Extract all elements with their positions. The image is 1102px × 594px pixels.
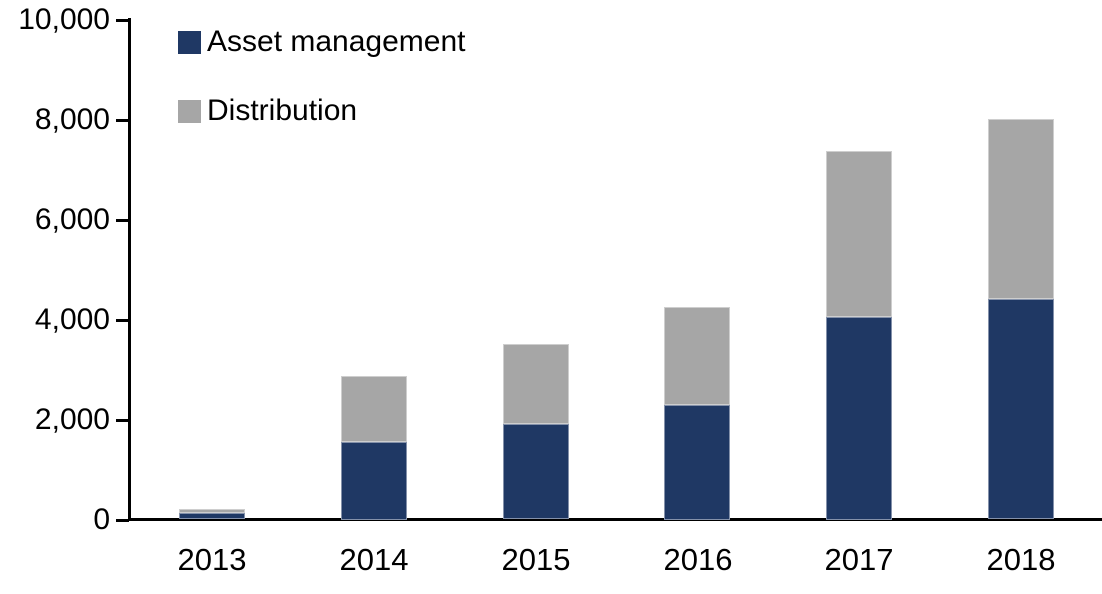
y-axis: [128, 18, 131, 521]
legend-label-distribution: Distribution: [207, 94, 358, 127]
bar-group-2018: [988, 119, 1054, 519]
x-axis-tick-label: 2016: [663, 542, 733, 577]
y-axis-tick-label: 6,000: [34, 203, 110, 236]
bar-segment-distribution: [341, 376, 407, 442]
bar-segment-distribution: [826, 151, 892, 317]
bar-segment-asset-management: [179, 513, 245, 519]
bar-segment-distribution: [179, 509, 245, 513]
y-axis-tick-mark: [116, 19, 129, 22]
y-axis-tick-mark: [116, 219, 129, 222]
bar-group-2016: [664, 307, 730, 520]
bar-segment-distribution: [664, 307, 730, 405]
bar-segment-distribution: [988, 119, 1054, 299]
bar-group-2014: [341, 376, 407, 520]
x-axis-tick-label: 2013: [177, 542, 247, 577]
y-axis-tick-mark: [116, 319, 129, 322]
y-axis-tick-mark: [116, 519, 129, 522]
legend-item-asset-management: Asset management: [178, 25, 465, 58]
y-axis-tick-mark: [116, 119, 129, 122]
y-axis-tick-label: 10,000: [18, 3, 110, 36]
legend-swatch-asset-management-icon: [178, 30, 201, 54]
x-axis-tick-label: 2014: [339, 542, 409, 577]
bar-group-2017: [826, 151, 892, 520]
x-axis-tick-label: 2018: [986, 542, 1056, 577]
y-axis-tick-label: 4,000: [34, 303, 110, 336]
bar-segment-asset-management: [503, 424, 569, 519]
y-axis-tick-label: 8,000: [34, 103, 110, 136]
bar-segment-distribution: [503, 344, 569, 424]
bar-segment-asset-management: [826, 317, 892, 520]
bar-group-2015: [503, 344, 569, 519]
legend-swatch-distribution-icon: [178, 99, 201, 123]
y-axis-tick-mark: [116, 419, 129, 422]
bar-segment-asset-management: [664, 404, 730, 520]
legend: Asset management Distribution: [178, 25, 465, 167]
y-axis-tick-label: 0: [93, 503, 110, 536]
x-axis-tick-label: 2015: [501, 542, 571, 577]
legend-label-asset-management: Asset management: [207, 25, 466, 58]
legend-item-distribution: Distribution: [178, 94, 465, 127]
x-axis: [128, 518, 1102, 521]
x-axis-tick-label: 2017: [824, 542, 894, 577]
bar-segment-asset-management: [341, 442, 407, 520]
y-axis-tick-label: 2,000: [34, 403, 110, 436]
bar-segment-asset-management: [988, 299, 1054, 519]
bar-group-2013: [179, 509, 245, 519]
